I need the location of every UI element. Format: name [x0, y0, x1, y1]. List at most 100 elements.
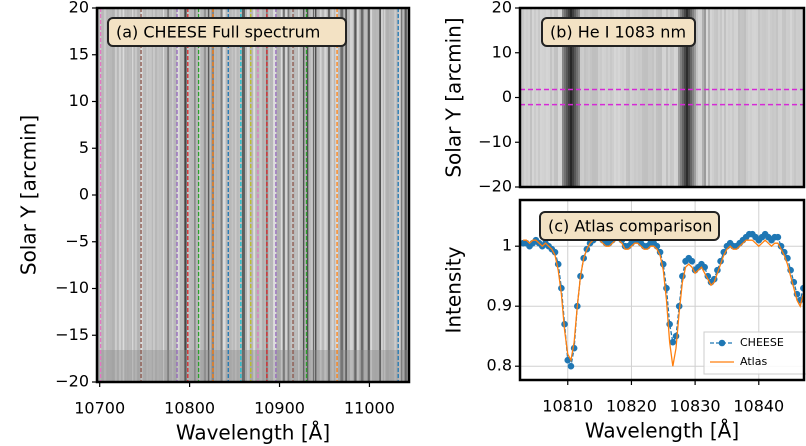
panel-title: (b) He I 1083 nm — [550, 23, 686, 42]
image-stripe — [730, 8, 732, 187]
data-point — [704, 272, 712, 280]
image-stripe — [246, 8, 250, 382]
image-stripe — [634, 8, 636, 187]
y-tick-label: 0 — [502, 87, 512, 106]
image-stripe — [149, 8, 152, 382]
image-stripe — [238, 8, 242, 382]
image-stripe — [650, 8, 652, 187]
image-stripe — [259, 8, 262, 382]
image-stripe — [792, 8, 794, 187]
panel: −20 −15 −10 −5 0 5 10 15 20 10700 10800 10900 11000 W… — [17, 0, 411, 445]
image-stripe — [189, 8, 192, 382]
image-stripe — [536, 8, 538, 187]
image-stripe — [652, 8, 654, 187]
image-stripe — [754, 8, 756, 187]
image-stripe — [748, 8, 750, 187]
image-stripe — [684, 8, 686, 187]
image-stripe — [592, 8, 594, 187]
image-stripe — [718, 8, 720, 187]
image-stripe — [383, 8, 386, 382]
image-stripe — [716, 8, 718, 187]
image-stripe — [670, 8, 672, 187]
panel: CHEESE Atlas 0.8 0.9 1 10810 10820 10830 10840 Wa… — [442, 198, 806, 443]
image-stripe — [298, 8, 300, 382]
image-stripe — [367, 8, 370, 382]
image-stripe — [678, 8, 680, 187]
image-stripe — [662, 8, 664, 187]
image-stripe — [568, 8, 570, 187]
title-box — [539, 211, 720, 241]
image-stripe — [312, 8, 314, 382]
data-point — [669, 338, 677, 346]
image-stripe — [273, 8, 276, 382]
image-stripe — [608, 8, 610, 187]
image-stripe — [656, 8, 658, 187]
image-stripe — [738, 8, 740, 187]
y-tick-label: 0.8 — [487, 356, 512, 375]
image-band — [97, 350, 409, 382]
image-stripe — [600, 8, 602, 187]
image-stripe — [626, 8, 628, 187]
image-stripe — [746, 8, 748, 187]
image-stripe — [756, 8, 758, 187]
image-stripe — [546, 8, 548, 187]
y-tick-label: 20 — [492, 0, 512, 17]
image-stripe — [604, 8, 606, 187]
image-stripe — [241, 8, 245, 382]
image-stripe — [632, 8, 634, 187]
image-stripe — [628, 8, 630, 187]
image-stripe — [762, 8, 764, 187]
image-stripe — [111, 8, 115, 382]
image-stripe — [800, 8, 802, 187]
image-stripe — [220, 8, 224, 382]
image-stripe — [696, 8, 698, 187]
image-stripe — [720, 8, 722, 187]
image-stripe — [750, 8, 752, 187]
axes-frame — [518, 198, 806, 382]
x-tick-label: 10830 — [670, 397, 721, 416]
image-stripe — [532, 8, 534, 187]
image-stripe — [167, 8, 169, 382]
image-stripe — [728, 8, 730, 187]
y-tick-label: −5 — [65, 231, 89, 250]
image-stripe — [157, 8, 160, 382]
image-stripe — [682, 8, 684, 187]
image-stripe — [612, 8, 614, 187]
image-stripe — [404, 8, 407, 382]
image-stripe — [788, 8, 790, 187]
image-stripe — [253, 8, 256, 382]
image-stripe — [134, 8, 137, 382]
image-stripe — [522, 8, 524, 187]
image-stripe — [340, 8, 344, 382]
image-stripe — [287, 8, 290, 382]
image-stripe — [370, 8, 373, 382]
y-tick-label: 10 — [492, 42, 512, 61]
y-tick-label: 1 — [502, 236, 512, 255]
image-stripe — [540, 8, 542, 187]
image-stripe — [624, 8, 626, 187]
y-tick-label: −20 — [478, 177, 512, 196]
image-stripe — [122, 8, 125, 382]
image-stripe — [327, 8, 330, 382]
image-stripe — [584, 8, 586, 187]
image-stripe — [776, 8, 778, 187]
image-stripe — [668, 8, 670, 187]
image-stripe — [660, 8, 662, 187]
image-stripe — [386, 8, 389, 382]
image-stripe — [724, 8, 726, 187]
image-stripe — [602, 8, 604, 187]
image-stripe — [199, 8, 201, 382]
data-point — [780, 248, 788, 256]
image-stripe — [302, 8, 305, 382]
image-stripe — [570, 8, 572, 187]
image-stripe — [181, 8, 183, 382]
image-stripe — [784, 8, 786, 187]
y-tick-label: 0.9 — [487, 296, 512, 315]
image-stripe — [280, 8, 283, 382]
image-stripe — [606, 8, 608, 187]
x-tick-label: 10700 — [74, 399, 125, 418]
y-tick-label: −20 — [55, 372, 89, 391]
image-stripe — [360, 8, 364, 382]
image-stripe — [562, 8, 564, 187]
